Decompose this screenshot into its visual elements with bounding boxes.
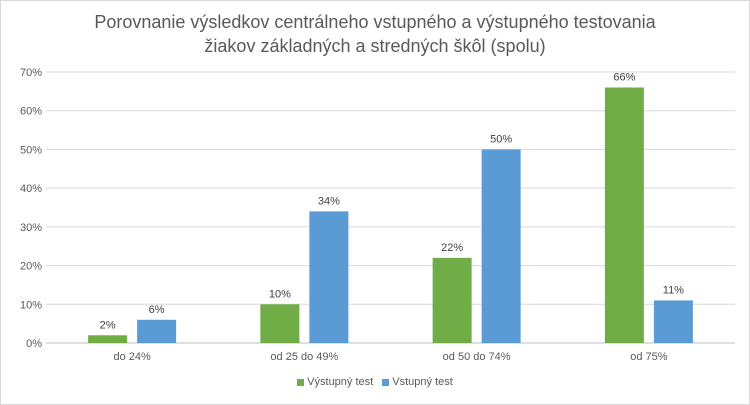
bar <box>604 87 644 343</box>
data-label: 22% <box>441 242 463 254</box>
bar <box>432 257 472 343</box>
y-tick-label: 10% <box>20 299 42 311</box>
chart-title-line2: žiakov základných a stredných škôl (spol… <box>204 36 546 56</box>
bar <box>309 211 349 343</box>
x-tick-label: do 24% <box>113 351 151 363</box>
x-tick-label: od 75% <box>630 351 668 363</box>
x-tick-label: od 50 do 74% <box>443 351 511 363</box>
data-label: 66% <box>613 71 635 83</box>
legend-swatch-vstupny <box>382 378 390 386</box>
legend-label-vystupny: Výstupný test <box>307 376 374 388</box>
y-tick-label: 70% <box>20 67 42 79</box>
bar <box>88 335 128 343</box>
data-label: 34% <box>318 195 340 207</box>
y-tick-label: 50% <box>20 144 42 156</box>
data-label: 11% <box>663 284 684 296</box>
y-tick-label: 0% <box>26 338 42 350</box>
bar <box>137 319 177 343</box>
chart-title: Porovnanie výsledkov centrálneho vstupné… <box>0 10 750 58</box>
data-label: 2% <box>100 319 116 331</box>
legend-label-vstupny: Vstupný test <box>392 376 453 388</box>
data-label: 50% <box>490 133 512 145</box>
legend-item-vstupny: Vstupný test <box>382 376 453 388</box>
data-label: 10% <box>269 288 291 300</box>
bar <box>653 300 693 343</box>
data-label: 6% <box>149 304 165 316</box>
chart-title-line1: Porovnanie výsledkov centrálneho vstupné… <box>94 12 656 32</box>
x-tick-label: od 25 do 49% <box>270 351 338 363</box>
y-tick-label: 60% <box>20 106 42 118</box>
legend-swatch-vystupny <box>297 378 305 386</box>
legend-item-vystupny: Výstupný test <box>297 376 373 388</box>
y-tick-label: 20% <box>20 261 42 273</box>
y-tick-label: 30% <box>20 222 42 234</box>
chart-legend: Výstupný test Vstupný test <box>0 376 750 389</box>
bar <box>481 149 521 343</box>
y-tick-label: 40% <box>20 183 42 195</box>
bar <box>260 304 300 343</box>
